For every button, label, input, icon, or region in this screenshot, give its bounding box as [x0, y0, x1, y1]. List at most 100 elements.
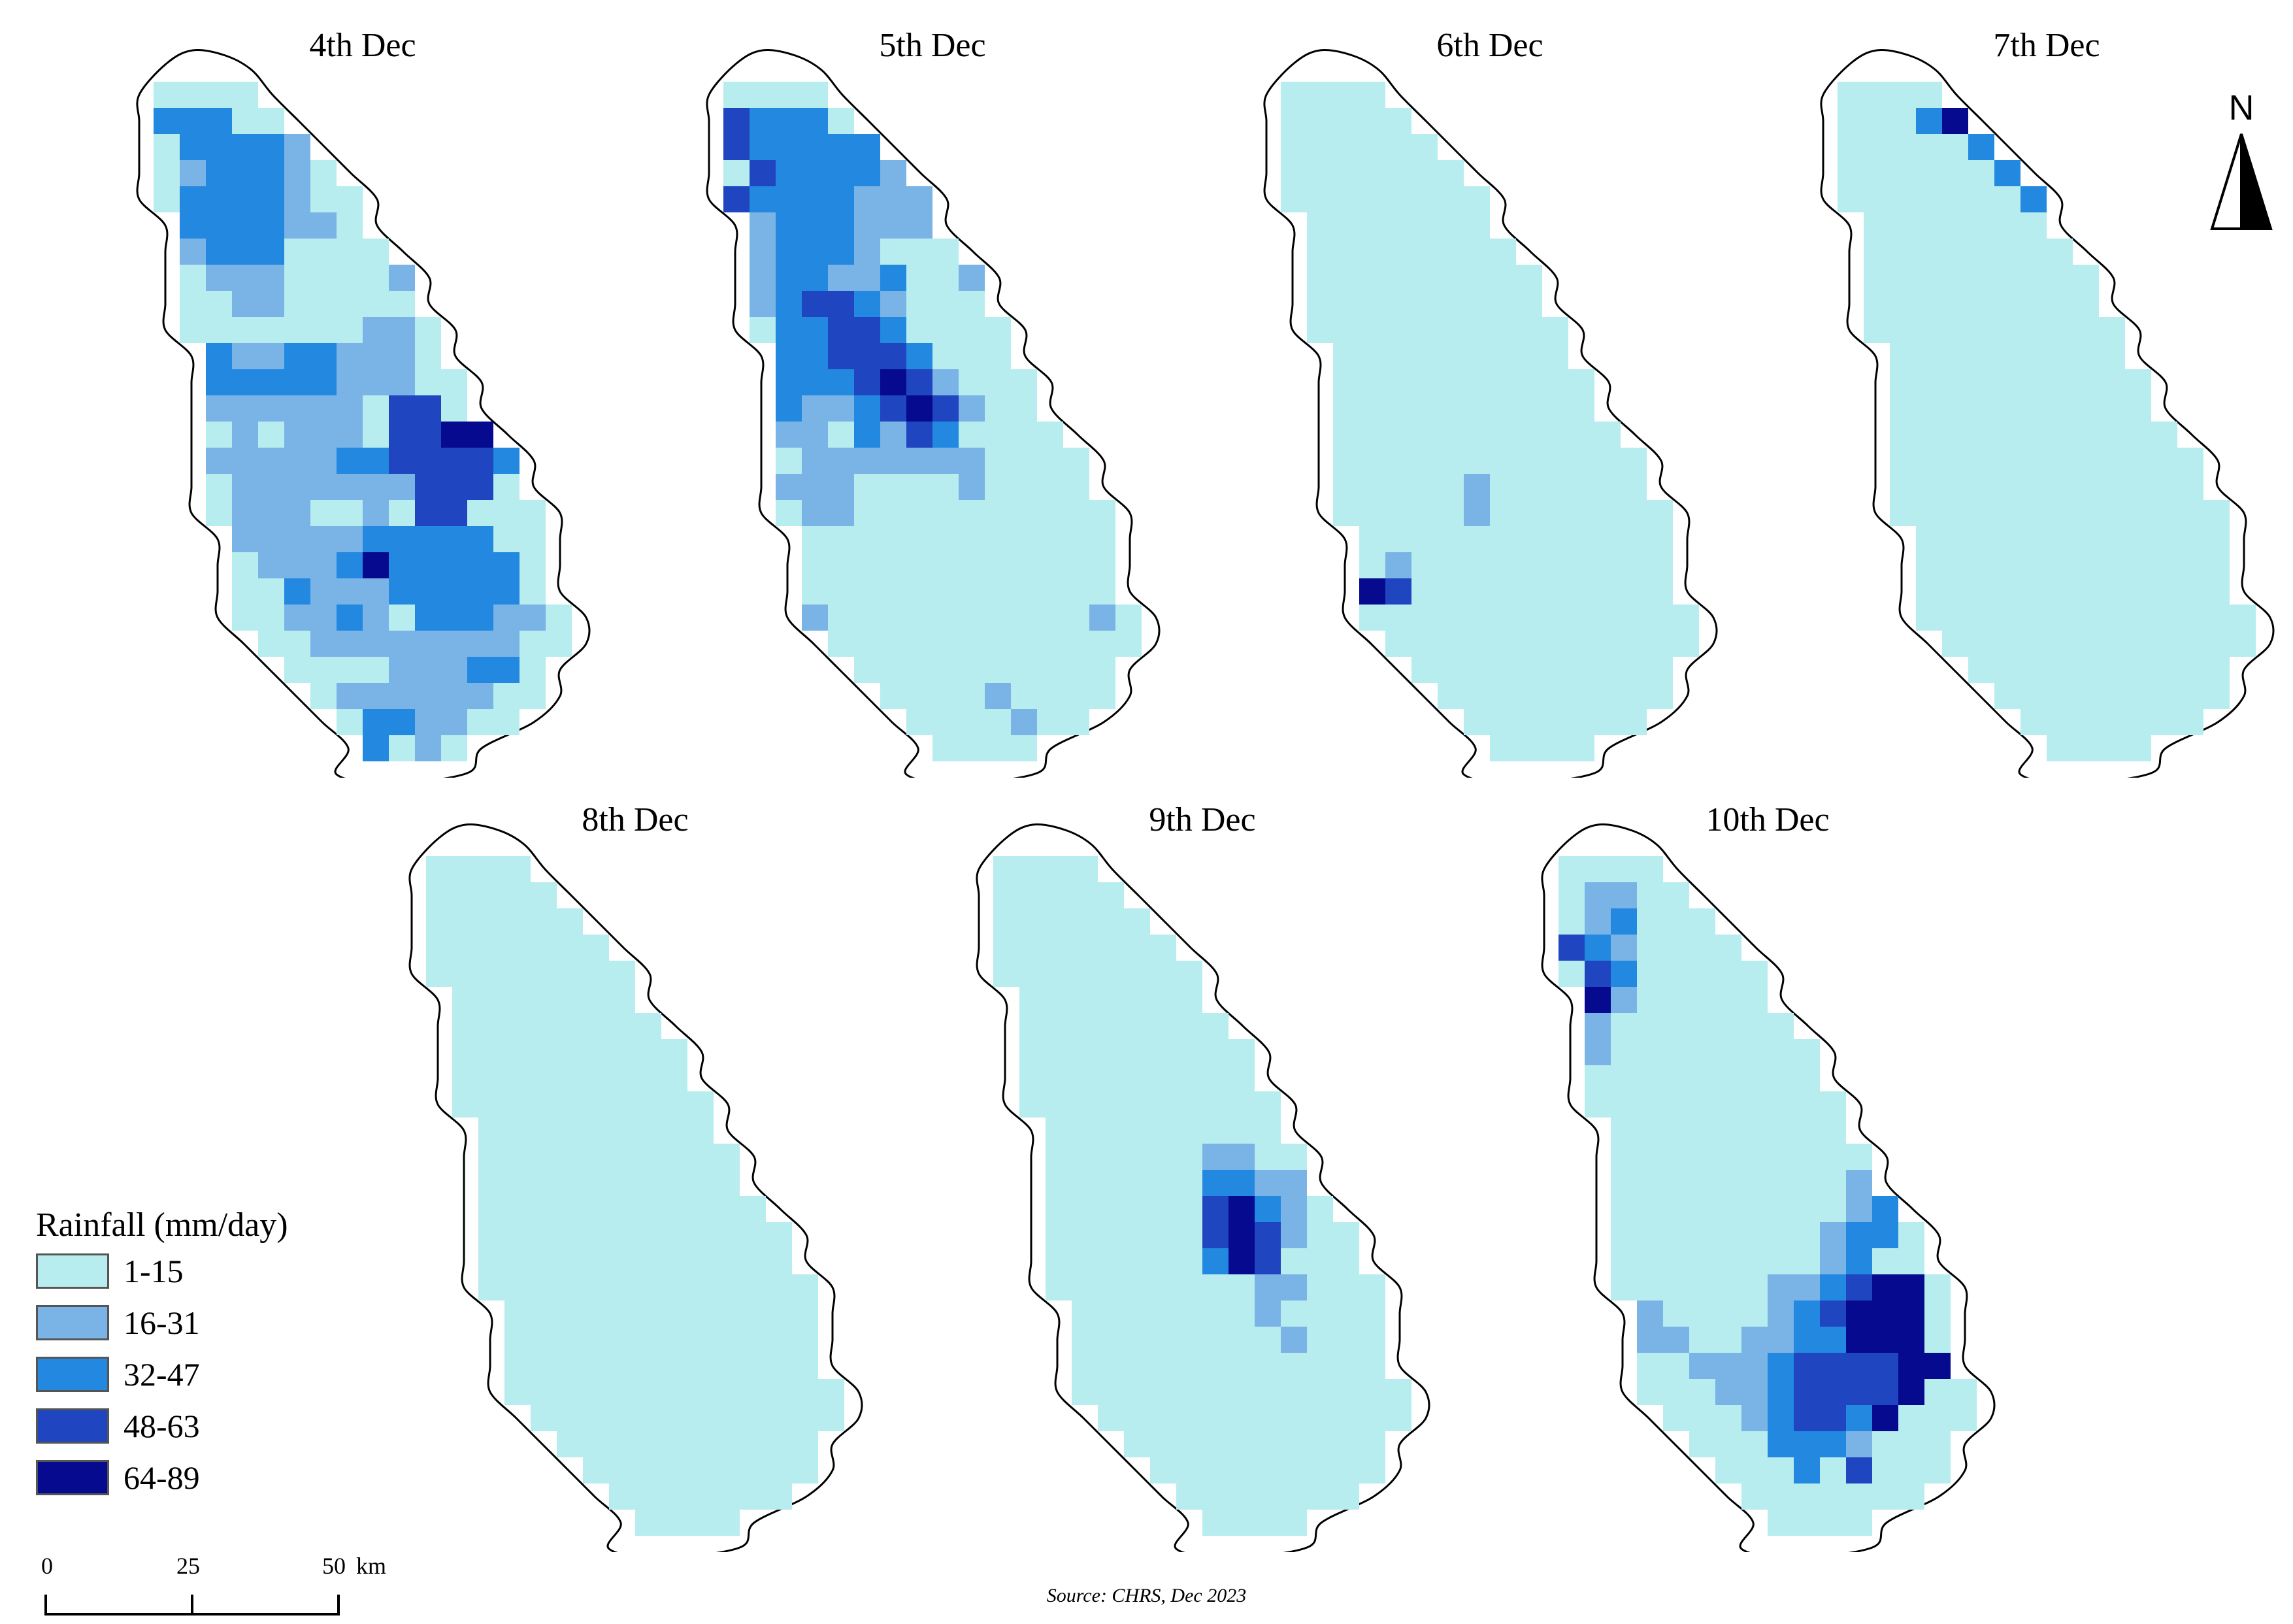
rainfall-cell: [1516, 578, 1542, 605]
rainfall-cell: [415, 735, 441, 761]
rainfall-cell: [1333, 1457, 1359, 1483]
rainfall-cell: [1994, 186, 2021, 212]
rainfall-cell: [2099, 605, 2125, 631]
rainfall-cell: [1663, 1379, 1689, 1405]
rainfall-cell: [452, 908, 478, 935]
rainfall-cell: [1916, 474, 1942, 500]
rainfall-cell: [1011, 395, 1037, 422]
rainfall-cell: [1176, 1327, 1202, 1353]
rainfall-cell: [467, 422, 493, 448]
rainfall-cell: [583, 987, 609, 1013]
rainfall-cell: [1229, 1222, 1255, 1248]
rainfall-cell: [959, 500, 985, 526]
rainfall-cell: [1098, 1118, 1124, 1144]
rainfall-cell: [1568, 605, 1594, 631]
rainfall-cell: [1464, 422, 1490, 448]
rainfall-cell: [985, 500, 1011, 526]
rainfall-cell: [258, 317, 284, 343]
rainfall-cell: [363, 317, 389, 343]
rainfall-cell: [1647, 552, 1673, 578]
scale-unit: km: [356, 1553, 387, 1579]
rainfall-cell: [906, 317, 932, 343]
rainfall-cell: [1150, 1379, 1176, 1405]
rainfall-cell: [802, 552, 828, 578]
rainfall-cell: [180, 265, 206, 291]
rainfall-cell: [932, 265, 959, 291]
rainfall-cell: [1890, 500, 1916, 526]
rainfall-cell: [337, 552, 363, 578]
rainfall-cell: [337, 212, 363, 239]
rainfall-cell: [854, 526, 880, 552]
rainfall-cell: [687, 1222, 714, 1248]
rainfall-cell: [959, 526, 985, 552]
rainfall-cell: [1438, 265, 1464, 291]
rainfall-cell: [1942, 631, 1968, 657]
rainfall-cell: [284, 291, 310, 317]
rainfall-cell: [284, 552, 310, 578]
rainfall-cell: [1176, 1144, 1202, 1170]
rainfall-cell: [1663, 1118, 1689, 1144]
rainfall-cell: [766, 1405, 792, 1431]
rainfall-cell: [2073, 605, 2099, 631]
rainfall-cell: [2203, 631, 2230, 657]
rainfall-cell: [1968, 526, 1994, 552]
rainfall-cell: [337, 369, 363, 395]
rainfall-cell: [1072, 1091, 1098, 1118]
rainfall-cell: [180, 82, 206, 108]
rainfall-cell: [1838, 160, 1864, 186]
rainfall-cell: [1438, 369, 1464, 395]
rainfall-cell: [1994, 160, 2021, 186]
rainfall-cell: [1942, 134, 1968, 160]
rainfall-cell: [478, 987, 504, 1013]
rainfall-cell: [1637, 987, 1663, 1013]
rainfall-cell: [1916, 500, 1942, 526]
rainfall-cell: [557, 1248, 583, 1274]
rainfall-cell: [1098, 1196, 1124, 1222]
rainfall-cell: [687, 1144, 714, 1170]
rainfall-cell: [1942, 474, 1968, 500]
rainfall-cell: [1715, 1196, 1741, 1222]
rainfall-cell: [1846, 1431, 1872, 1457]
rainfall-cell: [1898, 1405, 1924, 1431]
rainfall-cell: [441, 735, 467, 761]
rainfall-cell: [1794, 1196, 1820, 1222]
rainfall-grid: [1838, 82, 2256, 761]
rainfall-cell: [1611, 1222, 1637, 1248]
rainfall-cell: [906, 605, 932, 631]
rainfall-cell: [723, 134, 750, 160]
rainfall-cell: [1255, 1274, 1281, 1301]
rainfall-cell: [389, 605, 415, 631]
legend-label: 32-47: [124, 1355, 200, 1393]
rainfall-cell: [1916, 134, 1942, 160]
rainfall-cell: [1438, 186, 1464, 212]
rainfall-cell: [1689, 1301, 1715, 1327]
rainfall-cell: [1768, 1118, 1794, 1144]
rainfall-cell: [258, 291, 284, 317]
rainfall-cell: [1333, 1301, 1359, 1327]
rainfall-cell: [1072, 935, 1098, 961]
rainfall-cell: [1229, 1405, 1255, 1431]
rainfall-cell: [2230, 631, 2256, 657]
rainfall-cell: [1333, 134, 1359, 160]
rainfall-cell: [854, 343, 880, 369]
rainfall-cell: [1637, 908, 1663, 935]
rainfall-cell: [415, 422, 441, 448]
rainfall-cell: [2021, 186, 2047, 212]
rainfall-cell: [1916, 186, 1942, 212]
rainfall-cell: [2099, 448, 2125, 474]
rainfall-cell: [1820, 1144, 1846, 1170]
rainfall-cell: [1715, 1248, 1741, 1274]
rainfall-cell: [583, 1274, 609, 1301]
rainfall-cell: [583, 1170, 609, 1196]
rainfall-cell: [478, 961, 504, 987]
rainfall-cell: [750, 186, 776, 212]
rainfall-cell: [1890, 160, 1916, 186]
rainfall-cell: [531, 1091, 557, 1118]
rainfall-cell: [880, 160, 906, 186]
rainfall-cell: [1438, 657, 1464, 683]
rainfall-cell: [1768, 1457, 1794, 1483]
rainfall-cell: [1019, 1065, 1046, 1091]
rainfall-cell: [1568, 683, 1594, 709]
rainfall-cell: [1846, 1274, 1872, 1301]
rainfall-cell: [1872, 1222, 1898, 1248]
